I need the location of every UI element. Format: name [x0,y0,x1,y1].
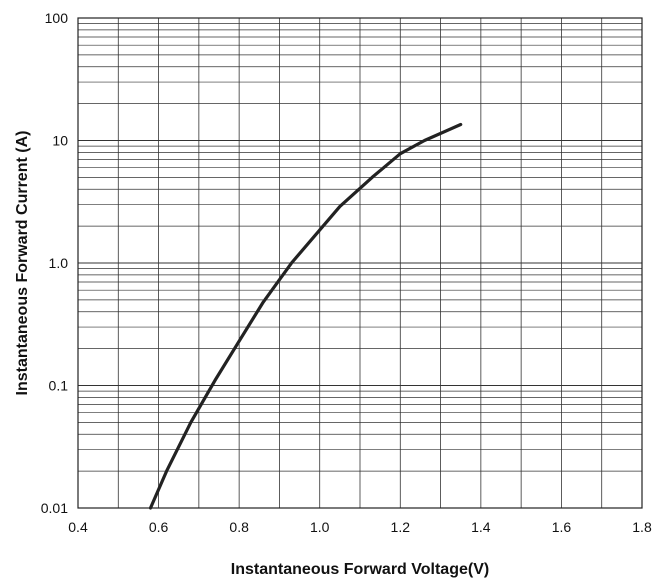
x-tick-label: 1.4 [471,519,491,535]
y-tick-label: 1.0 [49,255,69,271]
y-tick-label: 100 [45,10,69,26]
x-tick-label: 1.0 [310,519,330,535]
x-tick-label: 1.2 [391,519,411,535]
x-axis-title: Instantaneous Forward Voltage(V) [231,561,489,578]
y-tick-label: 0.01 [41,500,68,516]
grid [78,18,642,508]
y-axis-ticks: 0.01 0.1 1.0 10 100 [41,10,68,516]
plot-frame [77,17,643,509]
series-line [148,122,463,510]
x-tick-label: 0.6 [149,519,169,535]
y-tick-label: 0.1 [49,378,69,394]
x-tick-label: 0.4 [68,519,88,535]
y-axis-title: Instantaneous Forward Current (A) [14,131,31,396]
y-tick-label: 10 [52,133,68,149]
x-axis-ticks: 0.4 0.6 0.8 1.0 1.2 1.4 1.6 1.8 [68,519,652,535]
series-layer [148,122,463,510]
x-tick-label: 1.8 [632,519,652,535]
x-tick-label: 0.8 [229,519,249,535]
x-tick-label: 1.6 [552,519,572,535]
